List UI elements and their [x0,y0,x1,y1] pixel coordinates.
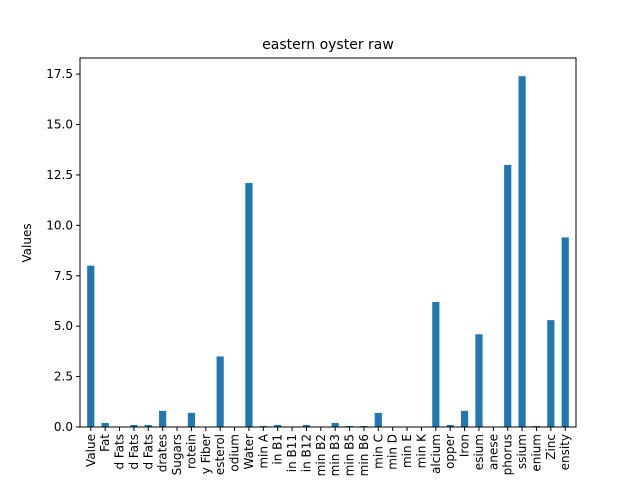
y-tick-label: 7.5 [54,269,73,283]
x-tick-label: drates [156,434,170,472]
bar [245,183,253,427]
x-tick-label: ssium [515,434,529,469]
y-axis-ticks: 0.0 2.5 5.0 7.5 10.0 12.5 15.0 17.5 [46,67,80,434]
x-tick-label: min E [400,434,414,468]
x-tick-label: Fat [98,434,112,452]
x-tick-label: min K [414,433,428,468]
y-tick-label: 15.0 [46,118,73,132]
bar [360,425,368,427]
x-tick-label: rotein [184,434,198,469]
x-tick-label: in B11 [285,434,299,472]
x-tick-label: odium [228,434,242,472]
x-tick-label: anese [486,434,500,470]
x-tick-label: phorus [501,434,515,475]
bar [259,425,267,427]
chart-title: eastern oyster raw [262,37,394,53]
bar [432,301,440,427]
x-tick-label: min B3 [328,434,342,476]
x-tick-label: d Fats [141,434,155,470]
y-tick-label: 12.5 [46,168,73,182]
bar [302,424,311,427]
x-tick-label: Value [84,434,98,467]
bar [101,422,109,427]
y-tick-label: 5.0 [54,319,73,333]
bar [504,164,512,427]
x-tick-label: min B2 [314,434,328,476]
y-tick-label: 2.5 [54,370,73,384]
bar [187,412,196,427]
bar [518,76,526,428]
x-tick-label: min B6 [357,434,371,476]
bars-group [87,76,569,428]
bar [547,320,555,427]
bar [374,412,382,427]
x-tick-label: y Fiber [199,434,213,474]
x-tick-label: d Fats [113,434,127,470]
x-tick-label: min B5 [343,434,357,476]
bar [460,410,469,427]
x-tick-label: d Fats [127,434,141,470]
x-tick-label: opper [443,434,457,469]
bar [87,265,95,427]
x-tick-label: enium [529,434,543,472]
x-tick-label: esterol [213,434,227,475]
x-tick-label: Water [242,434,256,470]
y-tick-label: 17.5 [46,67,73,81]
x-tick-label: Sugars [170,434,184,475]
bar [345,425,354,427]
bar [475,334,483,427]
x-tick-label: alcium [429,434,443,474]
x-tick-label: Zinc [544,434,558,460]
bar [561,237,569,427]
x-axis-ticks: Value Fat d Fats d Fats d Fats drates Sugars ro… [84,427,572,476]
y-tick-label: 10.0 [46,218,73,232]
bar [130,424,138,427]
x-tick-label: min A [256,433,270,468]
bar [159,410,167,427]
bar [274,424,282,427]
x-tick-label: min D [386,434,400,470]
y-tick-label: 0.0 [54,420,73,434]
x-tick-label: in B12 [299,434,313,472]
x-tick-label: min C [371,434,385,469]
bar [144,424,152,427]
bar [216,356,224,427]
x-tick-label: esium [472,434,486,470]
x-tick-label: ensity [558,434,572,470]
bar [532,425,541,427]
x-tick-label: in B1 [271,434,285,465]
x-tick-label: Iron [458,434,472,457]
bar [331,422,339,427]
bar [446,424,454,427]
plot-frame [79,57,577,428]
y-axis-title: Values [20,223,34,262]
